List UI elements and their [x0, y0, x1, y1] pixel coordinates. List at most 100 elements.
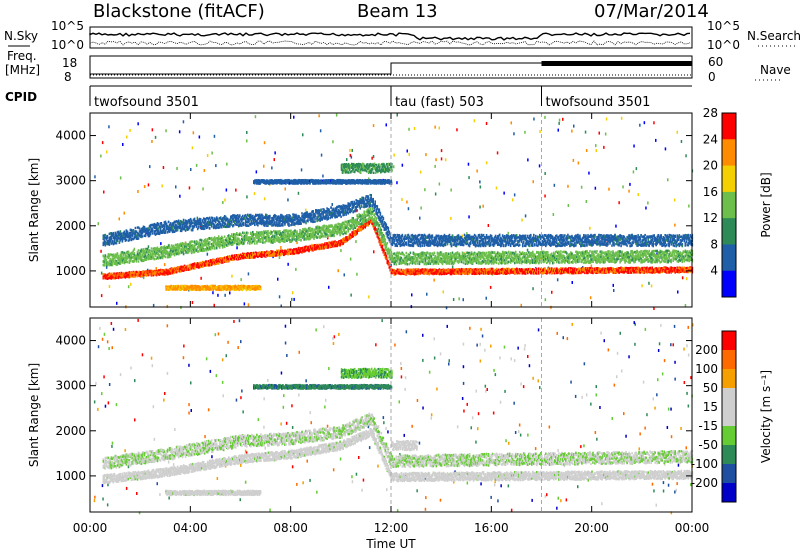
noise-cell [161, 184, 163, 187]
noise-cell [521, 304, 523, 307]
noise-cell [568, 204, 570, 207]
noise-cell [108, 125, 110, 128]
nsky-traces [90, 33, 690, 45]
freq-unit-label: [MHz] [5, 63, 40, 77]
noise-cell [539, 164, 541, 167]
noise-cell [153, 304, 155, 307]
echo-cell [235, 238, 237, 240]
noise-cell [533, 118, 535, 121]
station-title: Blackstone (fitACF) [93, 1, 265, 22]
noise-cell [332, 140, 334, 143]
noise-cell [586, 149, 588, 152]
nave-label: Nave [760, 63, 791, 77]
echo-cell [145, 254, 147, 256]
noise-cell [553, 213, 555, 216]
noise-cell [486, 161, 488, 164]
noise-cell [571, 130, 573, 133]
echo-cell [229, 238, 231, 240]
noise-cell [655, 139, 657, 142]
noise-cell [434, 165, 436, 168]
noise-cell [441, 149, 443, 152]
noise-cell [503, 192, 505, 195]
noise-cell [645, 207, 647, 210]
echo-cell [179, 247, 181, 249]
noise-cell [321, 154, 323, 157]
echo-cell [274, 240, 276, 242]
noise-cell [544, 172, 546, 175]
echo-cell [228, 234, 230, 236]
noise-cell [677, 131, 679, 134]
noise-cell [486, 122, 488, 125]
noise-cell [420, 171, 422, 174]
echo-cell [267, 230, 269, 232]
noise-cell [196, 164, 198, 167]
noise-cell [207, 253, 209, 256]
noise-cell [328, 286, 330, 289]
noise-cell [204, 169, 206, 172]
noise-cell [425, 153, 427, 156]
echo-cell [118, 255, 120, 257]
echo-cell [147, 248, 149, 250]
noise-cell [586, 200, 588, 203]
echo-cell [649, 267, 651, 269]
noise-cell [633, 145, 635, 148]
noise-cell [246, 195, 248, 198]
nsky-trace [90, 33, 690, 40]
noise-cell [179, 195, 181, 198]
noise-cell [558, 129, 560, 132]
echo-cell [138, 260, 140, 262]
noise-cell [292, 291, 294, 294]
noise-cell [521, 219, 523, 222]
noise-cell [524, 131, 526, 134]
noise-cell [588, 172, 590, 175]
noise-cell [641, 284, 643, 287]
noise-cell [274, 151, 276, 154]
noise-cell [482, 205, 484, 208]
noise-cell [287, 263, 289, 266]
noise-cell [124, 212, 126, 215]
echo-cell [262, 239, 264, 241]
freq-label: Freq. [7, 49, 37, 63]
noise-cell [231, 275, 233, 278]
noise-cell [102, 141, 104, 144]
noise-cell [215, 164, 217, 167]
noise-cell [497, 151, 499, 154]
noise-cell [293, 298, 295, 301]
noise-cell [248, 272, 250, 275]
noise-cell [595, 187, 597, 190]
nsearch-tick-top: 10^5 [707, 19, 740, 33]
noise-cell [638, 193, 640, 196]
noise-cell [128, 285, 129, 288]
noise-cell [402, 164, 404, 167]
echo-cell [200, 244, 202, 246]
noise-cell [120, 176, 122, 179]
noise-cell [533, 180, 535, 183]
noise-cell [346, 158, 348, 161]
noise-cell [176, 167, 178, 170]
noise-cell [618, 201, 620, 204]
echo-cell [231, 233, 233, 235]
noise-cell [192, 301, 194, 304]
noise-cell [350, 294, 352, 297]
echo-cell [247, 232, 249, 234]
noise-cell [119, 217, 121, 220]
noise-cell [603, 146, 605, 149]
noise-cell [456, 128, 458, 131]
noise-cell [355, 240, 357, 243]
echo-cell [260, 241, 262, 243]
freq-tick-bottom: 8 [64, 70, 72, 84]
echo-cell [183, 243, 185, 245]
noise-cell [681, 140, 683, 143]
noise-cell [164, 263, 166, 266]
noise-cell [298, 192, 300, 195]
noise-cell [688, 205, 690, 208]
echo-cell [161, 246, 163, 248]
noise-cell [285, 188, 287, 191]
noise-cell [551, 291, 553, 294]
nave-tick-bottom: 0 [708, 70, 716, 84]
noise-cell [211, 152, 213, 155]
noise-cell [386, 123, 388, 126]
noise-cell [424, 188, 426, 191]
noise-cell [406, 201, 408, 204]
noise-cell [101, 294, 103, 297]
